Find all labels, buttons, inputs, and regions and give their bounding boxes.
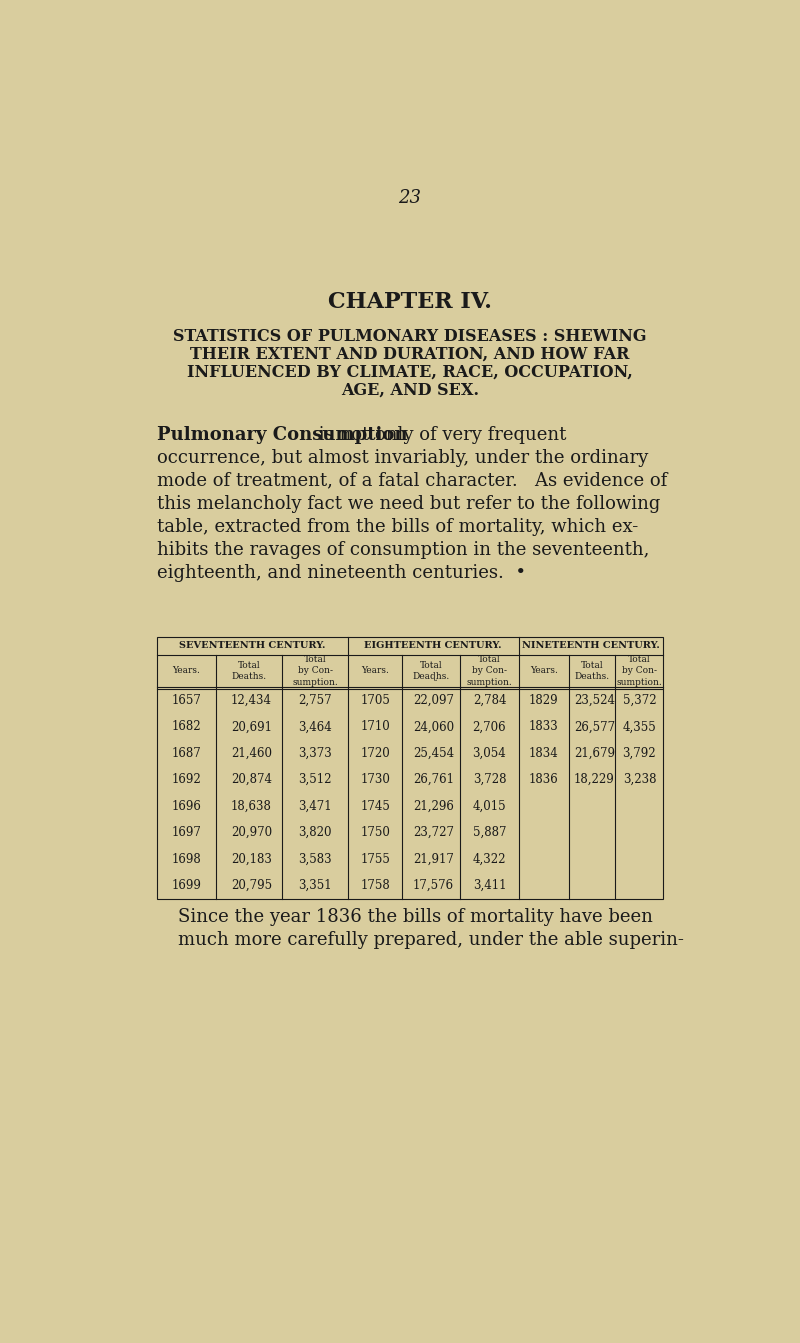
Text: Total
by Con-
sumption.: Total by Con- sumption. — [617, 655, 662, 686]
Text: Years.: Years. — [530, 666, 558, 676]
Text: AGE, AND SEX.: AGE, AND SEX. — [341, 381, 479, 399]
Text: 1829: 1829 — [529, 694, 558, 706]
Text: 1755: 1755 — [360, 853, 390, 866]
Text: 3,792: 3,792 — [622, 747, 656, 760]
Text: 1836: 1836 — [529, 774, 558, 786]
Text: 3,471: 3,471 — [298, 799, 332, 813]
Text: 3,351: 3,351 — [298, 880, 332, 892]
Text: 3,512: 3,512 — [298, 774, 332, 786]
Text: 1692: 1692 — [171, 774, 202, 786]
Text: NINETEENTH CENTURY.: NINETEENTH CENTURY. — [522, 642, 660, 650]
Text: Total
Deaths.: Total Deaths. — [574, 661, 610, 681]
Text: 1833: 1833 — [529, 720, 558, 733]
Text: 21,296: 21,296 — [413, 799, 454, 813]
Text: 2,706: 2,706 — [473, 720, 506, 733]
Text: 4,322: 4,322 — [473, 853, 506, 866]
Text: STATISTICS OF PULMONARY DISEASES : SHEWING: STATISTICS OF PULMONARY DISEASES : SHEWI… — [174, 328, 646, 345]
Text: CHAPTER IV.: CHAPTER IV. — [328, 291, 492, 313]
Text: 21,679: 21,679 — [574, 747, 615, 760]
Text: Since the year 1836 the bills of mortality have been: Since the year 1836 the bills of mortali… — [178, 908, 652, 927]
Text: 20,691: 20,691 — [231, 720, 272, 733]
Text: 12,434: 12,434 — [231, 694, 272, 706]
Text: 1698: 1698 — [171, 853, 202, 866]
Text: mode of treatment, of a fatal character.   As evidence of: mode of treatment, of a fatal character.… — [157, 471, 667, 490]
Text: 1699: 1699 — [171, 880, 202, 892]
Text: 20,795: 20,795 — [231, 880, 272, 892]
Text: 21,917: 21,917 — [413, 853, 454, 866]
Text: 18,638: 18,638 — [231, 799, 272, 813]
Text: 1710: 1710 — [360, 720, 390, 733]
Text: 3,411: 3,411 — [473, 880, 506, 892]
Text: 17,576: 17,576 — [413, 880, 454, 892]
Text: 3,728: 3,728 — [473, 774, 506, 786]
Text: 1834: 1834 — [529, 747, 558, 760]
Text: 18,229: 18,229 — [574, 774, 615, 786]
Text: 23: 23 — [398, 189, 422, 207]
Text: 3,583: 3,583 — [298, 853, 332, 866]
Text: 5,887: 5,887 — [473, 826, 506, 839]
Text: 3,054: 3,054 — [473, 747, 506, 760]
Text: 20,183: 20,183 — [231, 853, 272, 866]
Text: 1696: 1696 — [171, 799, 202, 813]
Text: eighteenth, and nineteenth centuries.  •: eighteenth, and nineteenth centuries. • — [157, 564, 526, 582]
Text: 1730: 1730 — [360, 774, 390, 786]
Text: Pulmonary Consumption: Pulmonary Consumption — [157, 426, 407, 443]
Text: table, extracted from the bills of mortality, which ex-: table, extracted from the bills of morta… — [157, 518, 638, 536]
Text: this melancholy fact we need but refer to the following: this melancholy fact we need but refer t… — [157, 494, 660, 513]
Text: occurrence, but almost invariably, under the ordinary: occurrence, but almost invariably, under… — [157, 449, 648, 466]
Text: 1657: 1657 — [171, 694, 202, 706]
Text: 3,820: 3,820 — [298, 826, 332, 839]
Text: 4,015: 4,015 — [473, 799, 506, 813]
Text: Total
Deaths.: Total Deaths. — [232, 661, 266, 681]
Text: Total
by Con-
sumption.: Total by Con- sumption. — [292, 655, 338, 686]
Text: 3,464: 3,464 — [298, 720, 332, 733]
Text: 25,454: 25,454 — [413, 747, 454, 760]
Text: 3,238: 3,238 — [622, 774, 656, 786]
Text: 2,784: 2,784 — [473, 694, 506, 706]
Text: INFLUENCED BY CLIMATE, RACE, OCCUPATION,: INFLUENCED BY CLIMATE, RACE, OCCUPATION, — [187, 364, 633, 380]
Text: 1750: 1750 — [360, 826, 390, 839]
Text: 1697: 1697 — [171, 826, 202, 839]
Text: 22,097: 22,097 — [413, 694, 454, 706]
Text: THEIR EXTENT AND DURATION, AND HOW FAR: THEIR EXTENT AND DURATION, AND HOW FAR — [190, 346, 630, 363]
Text: is not only of very frequent: is not only of very frequent — [313, 426, 566, 443]
Text: 1705: 1705 — [360, 694, 390, 706]
Text: Years.: Years. — [361, 666, 389, 676]
Text: 1687: 1687 — [171, 747, 202, 760]
Text: 24,060: 24,060 — [413, 720, 454, 733]
Text: SEVENTEENTH CENTURY.: SEVENTEENTH CENTURY. — [179, 642, 326, 650]
Text: 4,355: 4,355 — [622, 720, 656, 733]
Text: hibits the ravages of consumption in the seventeenth,: hibits the ravages of consumption in the… — [157, 541, 649, 559]
Bar — [157, 637, 663, 898]
Text: 5,372: 5,372 — [622, 694, 656, 706]
Text: 23,524: 23,524 — [574, 694, 615, 706]
Text: Total
by Con-
sumption.: Total by Con- sumption. — [466, 655, 512, 686]
Text: 20,874: 20,874 — [231, 774, 272, 786]
Text: 20,970: 20,970 — [231, 826, 272, 839]
Text: 1720: 1720 — [360, 747, 390, 760]
Text: 2,757: 2,757 — [298, 694, 332, 706]
Text: 1682: 1682 — [172, 720, 202, 733]
Text: much more carefully prepared, under the able superin-: much more carefully prepared, under the … — [178, 932, 683, 950]
Text: Total
Deaɖhs.: Total Deaɖhs. — [413, 661, 450, 681]
Text: 1758: 1758 — [360, 880, 390, 892]
Text: 1745: 1745 — [360, 799, 390, 813]
Text: 26,761: 26,761 — [413, 774, 454, 786]
Text: 26,577: 26,577 — [574, 720, 615, 733]
Text: 3,373: 3,373 — [298, 747, 332, 760]
Text: EIGHTEENTH CENTURY.: EIGHTEENTH CENTURY. — [365, 642, 502, 650]
Text: 23,727: 23,727 — [413, 826, 454, 839]
Text: 21,460: 21,460 — [231, 747, 272, 760]
Text: Years.: Years. — [173, 666, 200, 676]
